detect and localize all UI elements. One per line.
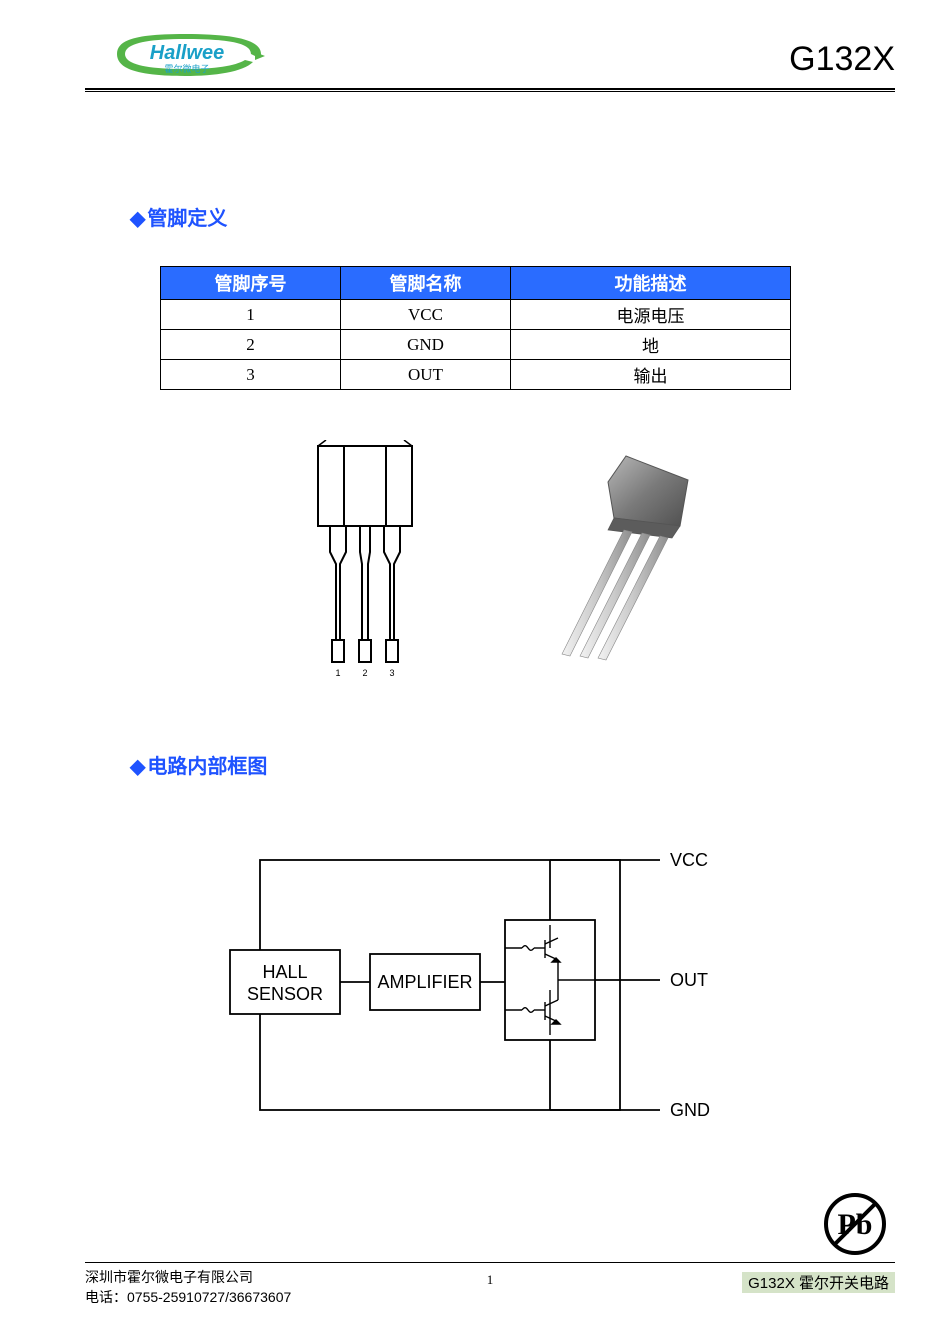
- cell-pin-no: 3: [161, 360, 341, 390]
- logo-text-main: Hallwee: [150, 42, 224, 64]
- pin-label-2: 2: [362, 668, 367, 678]
- footer-company-info: 深圳市霍尔微电子有限公司 电话：0755-25910727/36673607: [85, 1268, 291, 1307]
- footer-right-label: G132X 霍尔开关电路: [742, 1272, 895, 1293]
- page: Hallwee 霍尔微电子 G132X ◆管脚定义 管脚序号 管脚名称 功能描述…: [0, 0, 945, 1338]
- block-hall-line2: SENSOR: [247, 984, 323, 1004]
- label-gnd: GND: [670, 1100, 710, 1120]
- pin-label-3: 3: [389, 668, 394, 678]
- diamond-icon: ◆: [130, 208, 145, 230]
- table-row: 2 GND 地: [161, 330, 791, 360]
- section-heading-pins: ◆管脚定义: [130, 202, 227, 231]
- label-out: OUT: [670, 970, 708, 990]
- table-row: 1 VCC 电源电压: [161, 300, 791, 330]
- label-vcc: VCC: [670, 850, 708, 870]
- footer-rule: [85, 1262, 895, 1263]
- package-3d-illustration: [530, 450, 710, 675]
- col-header-pin-no: 管脚序号: [161, 267, 341, 300]
- part-number: G132X: [789, 40, 895, 79]
- table-row: 3 OUT 输出: [161, 360, 791, 390]
- header-rule: [85, 88, 895, 92]
- page-header: Hallwee 霍尔微电子 G132X: [85, 32, 895, 90]
- footer-company: 深圳市霍尔微电子有限公司: [85, 1268, 291, 1288]
- cell-pin-name: GND: [341, 330, 511, 360]
- pb-free-badge: Pb: [823, 1192, 887, 1261]
- block-amplifier: AMPLIFIER: [377, 972, 472, 992]
- section-heading-block-text: 电路内部框图: [147, 756, 267, 778]
- cell-pin-name: VCC: [341, 300, 511, 330]
- logo-text-sub: 霍尔微电子: [164, 63, 209, 74]
- cell-pin-no: 2: [161, 330, 341, 360]
- col-header-pin-desc: 功能描述: [511, 267, 791, 300]
- section-heading-block: ◆电路内部框图: [130, 750, 267, 779]
- package-outline-drawing: 1 2 3: [300, 440, 440, 685]
- block-diagram: HALL SENSOR AMPLIFIER VCC OUT GND: [200, 830, 740, 1135]
- cell-pin-desc: 电源电压: [511, 300, 791, 330]
- cell-pin-name: OUT: [341, 360, 511, 390]
- block-hall-line1: HALL: [262, 962, 307, 982]
- cell-pin-desc: 地: [511, 330, 791, 360]
- cell-pin-no: 1: [161, 300, 341, 330]
- pin-table: 管脚序号 管脚名称 功能描述 1 VCC 电源电压 2 GND 地 3 OUT …: [160, 266, 791, 390]
- diamond-icon: ◆: [130, 756, 145, 778]
- footer-phone: 电话：0755-25910727/36673607: [85, 1288, 291, 1308]
- section-heading-pins-text: 管脚定义: [147, 208, 227, 230]
- pin-label-1: 1: [335, 668, 340, 678]
- page-footer: 深圳市霍尔微电子有限公司 电话：0755-25910727/36673607 1…: [85, 1262, 895, 1318]
- footer-page-number: 1: [487, 1272, 494, 1288]
- col-header-pin-name: 管脚名称: [341, 267, 511, 300]
- company-logo: Hallwee 霍尔微电子: [115, 32, 265, 87]
- cell-pin-desc: 输出: [511, 360, 791, 390]
- table-header-row: 管脚序号 管脚名称 功能描述: [161, 267, 791, 300]
